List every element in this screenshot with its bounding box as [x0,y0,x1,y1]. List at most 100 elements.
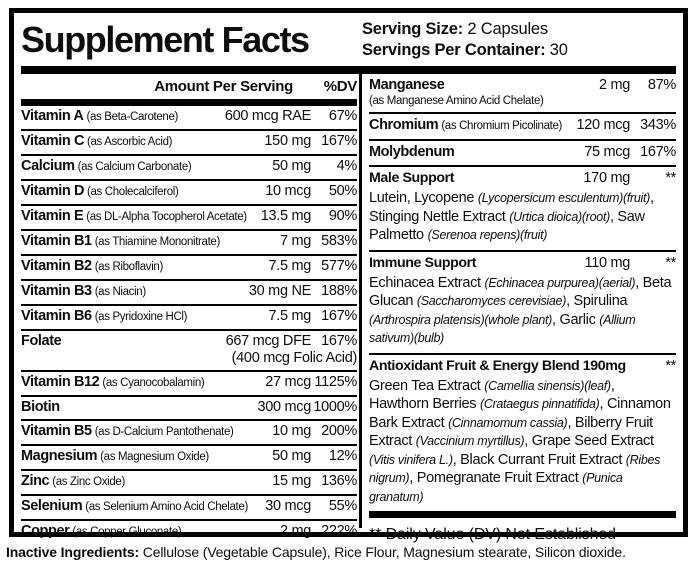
nutrient-row-copper: Copper (as Copper Gluconate) 2 mg 222% [21,519,357,544]
separator-bar-top [21,66,676,74]
nutrient-rows: Vitamin A (as Beta-Carotene) 600 mcg RAE 67… [21,106,357,544]
supplement-facts-panel: Supplement Facts Serving Size: 2 Capsule… [9,8,688,543]
nutrient-dv: 136% [321,473,357,489]
nutrient-amount: 50 mg [272,448,311,464]
nutrient-amount: 30 mg NE [248,283,311,299]
serving-size-label: Serving Size: [362,20,464,38]
nutrient-name: Selenium [21,498,83,514]
nutrient-dv: 12% [328,448,357,464]
nutrient-amount: 2 mg [598,77,630,93]
blend-dv: ** [665,357,676,374]
nutrient-dv: 167% [321,308,357,324]
columns: Amount Per Serving %DV Vitamin A (as Beta… [21,74,676,543]
nutrient-name: Calcium [21,158,75,174]
nutrient-form: (as Beta-Carotene) [86,111,178,123]
nutrient-row-vitamin-b6: Vitamin B6 (as Pyridoxine HCl) 7.5 mg 167% [21,304,357,329]
nutrient-row-vitamin-c: Vitamin C (as Ascorbic Acid) 150 mg 167% [21,129,357,154]
nutrient-amount: 50 mg [272,158,311,174]
blend-male-support: Male Support 170 mg ** Lutein, Lycopene (L… [369,165,676,250]
nutrient-form: (as Chromium Picolinate) [441,120,563,132]
serving-size-line: Serving Size: 2 Capsules [362,19,676,40]
nutrient-row-selenium: Selenium (as Selenium Amino Acid Chelate)… [21,494,357,519]
nutrient-row-vitamin-b2: Vitamin B2 (as Riboflavin) 7.5 mg 577% [21,254,357,279]
nutrient-amount: 7.5 mg [268,258,311,274]
nutrient-amount: 120 mcg [576,117,630,133]
nutrient-name: Chromium [369,117,439,133]
nutrient-form: (as D-Calcium Pantothenate) [94,426,234,438]
nutrient-amount: 15 mg [272,473,311,489]
nutrient-amount: 7.5 mg [268,308,311,324]
inactive-ingredients-text: Cellulose (Vegetable Capsule), Rice Flou… [139,544,626,560]
nutrient-form: (as Niacin) [94,286,146,298]
separator-bar-left [21,99,357,106]
nutrient-dv: 222% [321,523,357,539]
nutrient-form: (as DL-Alpha Tocopherol Acetate) [86,211,247,223]
nutrient-dv: 200% [321,423,357,439]
blend-antioxidant: Antioxidant Fruit & Energy Blend 190mg **… [369,352,676,512]
right-column: Manganese 2 mg 87% (as Manganese Amino Aci… [362,74,676,543]
servings-per-container-value: 30 [545,41,568,59]
nutrient-row-vitamin-b3: Vitamin B3 (as Niacin) 30 mg NE 188% [21,279,357,304]
panel-header: Supplement Facts Serving Size: 2 Capsule… [21,15,676,63]
nutrient-row-biotin: Biotin 300 mcg 1000% [21,395,357,419]
nutrient-form: (as Copper Gluconate) [72,526,182,538]
nutrient-dv: 50% [328,183,357,199]
nutrient-name: Molybdenum [369,144,455,160]
blend-ingredients: Green Tea Extract (Camellia sinensis)(le… [369,377,671,504]
nutrient-amount: 10 mg [272,423,311,439]
nutrient-name: Vitamin E [21,208,84,224]
nutrient-amount: 600 mcg RAE [224,108,311,124]
nutrient-row-folate: Folate 667 mcg DFE 167% (400 mcg Folic Acid… [21,329,357,370]
nutrient-amount: 7 mg [279,233,311,249]
nutrient-form: (as Riboflavin) [94,261,164,273]
left-column: Amount Per Serving %DV Vitamin A (as Beta… [21,74,358,539]
inactive-ingredients-label: Inactive Ingredients: [6,544,139,560]
nutrient-dv: 167% [640,144,676,160]
nutrient-form: (as Magnesium Oxide) [100,451,209,463]
nutrient-amount: 30 mcg [265,498,311,514]
nutrient-amount: 2 mg [279,523,311,539]
dv-header: %DV [323,78,358,95]
nutrient-dv: 577% [321,258,357,274]
nutrient-name: Zinc [21,473,50,489]
nutrient-form: (as Manganese Amino Acid Chelate) [369,95,544,107]
serving-size-value: 2 Capsules [463,20,548,38]
nutrient-row-manganese: Manganese 2 mg 87% (as Manganese Amino Aci… [369,74,676,112]
blend-dv: ** [665,170,676,186]
blend-ingredients: Lutein, Lycopene (Lycopersicum esculentu… [369,190,654,243]
nutrient-dv: 1125% [314,374,357,390]
blend-ingredients: Echinacea Extract (Echinacea purpurea)(a… [369,274,672,346]
nutrient-row-vitamin-b1: Vitamin B1 (as Thiamine Mononitrate) 7 mg 5… [21,229,357,254]
nutrient-name: Biotin [21,399,60,415]
nutrient-amount: 13.5 mg [260,208,312,224]
nutrient-dv: 55% [328,498,357,514]
nutrient-row-vitamin-a: Vitamin A (as Beta-Carotene) 600 mcg RAE 67… [21,106,357,129]
nutrient-dv: 167% [321,133,357,149]
nutrient-name: Folate [21,333,62,349]
footnote-block: ** Daily Value (DV) Not Established [369,511,676,546]
nutrient-name: Vitamin B2 [21,258,92,274]
inactive-ingredients: Inactive Ingredients: Cellulose (Vegetab… [6,544,697,560]
blend-name: Male Support [369,170,455,186]
nutrient-row-vitamin-b5: Vitamin B5 (as D-Calcium Pantothenate) 10 … [21,419,357,444]
nutrient-dv: 90% [328,208,357,224]
blend-dv: ** [665,254,676,271]
nutrient-form: (as Selenium Amino Acid Chelate) [85,501,248,513]
nutrient-name: Magnesium [21,448,98,464]
nutrient-name: Vitamin A [21,108,84,124]
nutrient-row-chromium: Chromium (as Chromium Picolinate) 120 mcg 3… [369,112,676,139]
folate-sub-line: (400 mcg Folic Acid) [231,350,358,366]
nutrient-row-vitamin-e: Vitamin E (as DL-Alpha Tocopherol Acetate… [21,204,357,229]
column-divider [359,74,362,528]
nutrient-form: (as Cholecalciferol) [87,186,179,198]
nutrient-dv: 343% [640,117,676,133]
serving-info: Serving Size: 2 Capsules Servings Per Co… [362,15,676,61]
nutrient-row-vitamin-b12: Vitamin B12 (as Cyanocobalamin) 27 mcg 1125… [21,370,357,395]
nutrient-amount: 10 mcg [265,183,311,199]
separator-bar-footnote [369,511,676,518]
nutrient-row-calcium: Calcium (as Calcium Carbonate) 50 mg 4% [21,154,357,179]
nutrient-row-zinc: Zinc (as Zinc Oxide) 15 mg 136% [21,469,357,494]
servings-per-container-line: Servings Per Container: 30 [362,40,676,61]
nutrient-name: Manganese [369,77,445,93]
blend-immune-support: Immune Support 110 mg ** Echinacea Extract… [369,249,676,353]
